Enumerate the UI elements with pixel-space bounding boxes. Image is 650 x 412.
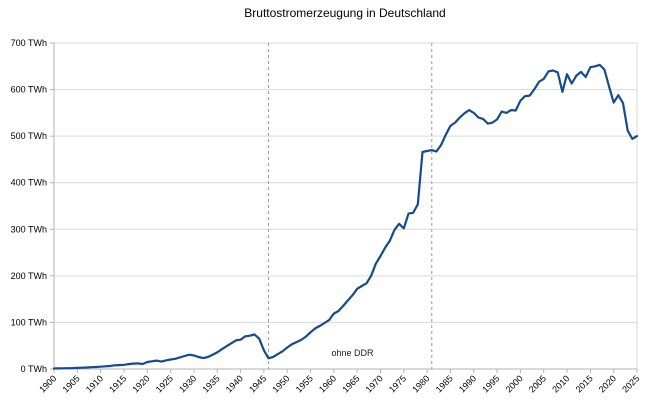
x-axis-ticks <box>53 369 638 373</box>
x-tick-label: 2015 <box>574 373 595 394</box>
y-tick-label: 300 TWh <box>11 224 47 234</box>
x-tick-label: 1915 <box>107 373 128 394</box>
y-tick-label: 700 TWh <box>11 38 47 48</box>
x-tick-label: 2000 <box>504 373 525 394</box>
x-tick-label: 2010 <box>550 373 571 394</box>
x-tick-label: 1900 <box>37 373 58 394</box>
plot-border-rect <box>53 42 638 370</box>
x-tick-label: 1920 <box>130 373 151 394</box>
y-tick-label: 500 TWh <box>11 131 47 141</box>
x-tick-label: 1925 <box>154 373 175 394</box>
y-tick-label: 400 TWh <box>11 178 47 188</box>
x-tick-label: 1995 <box>480 373 501 394</box>
x-tick-label: 1985 <box>434 373 455 394</box>
y-axis-ticks <box>50 42 54 370</box>
x-tick-label: 1950 <box>270 373 291 394</box>
y-tick-label: 600 TWh <box>11 85 47 95</box>
x-tick-label: 2005 <box>527 373 548 394</box>
gridlines <box>54 42 637 370</box>
x-tick-label: 1955 <box>294 373 315 394</box>
x-tick-label: 1960 <box>317 373 338 394</box>
x-axis-labels: 1900 1905 1910 1915 1920 1925 1930 1935 1940 1945… <box>37 373 641 394</box>
data-line-series <box>52 63 639 370</box>
x-tick-label: 2020 <box>597 373 618 394</box>
x-tick-label: 1945 <box>247 373 268 394</box>
x-tick-label: 1965 <box>340 373 361 394</box>
chart-title: Bruttostromerzeugung in Deutschland <box>244 6 445 20</box>
y-axis-labels: 0 TWh 100 TWh 200 TWh 300 TWh 400 TWh 500 TWh… <box>11 38 47 374</box>
x-tick-label: 2025 <box>620 373 641 394</box>
annotation-ohne-ddr: ohne DDR <box>331 348 374 358</box>
y-tick-label: 200 TWh <box>11 271 47 281</box>
y-tick-label: 0 TWh <box>21 364 47 374</box>
plot-border <box>53 42 638 370</box>
reference-lines <box>268 43 433 369</box>
x-tick-label: 1905 <box>60 373 81 394</box>
x-tick-label: 1930 <box>177 373 198 394</box>
x-tick-label: 1990 <box>457 373 478 394</box>
x-tick-label: 1940 <box>224 373 245 394</box>
x-tick-label: 1935 <box>200 373 221 394</box>
y-tick-label: 100 TWh <box>11 317 47 327</box>
x-tick-label: 1970 <box>364 373 385 394</box>
x-tick-label: 1910 <box>84 373 105 394</box>
x-tick-label: 1975 <box>387 373 408 394</box>
x-tick-label: 1980 <box>410 373 431 394</box>
